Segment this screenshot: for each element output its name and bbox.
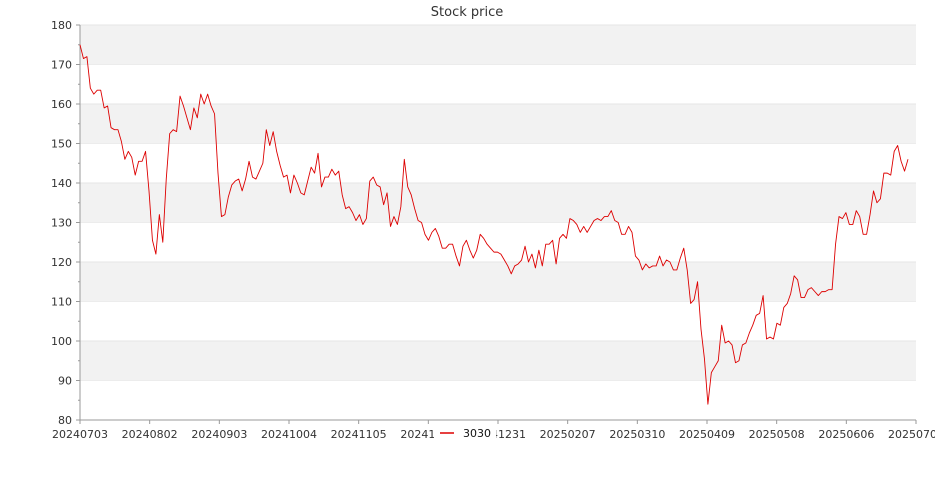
x-tick-label: 20240802	[122, 428, 178, 441]
x-tick-label: 20241004	[261, 428, 317, 441]
y-tick-label: 130	[51, 217, 72, 230]
grid-band	[80, 183, 916, 223]
x-tick-label: 20240903	[191, 428, 247, 441]
series-line-3030	[79, 44, 909, 405]
chart-title: Stock price	[431, 5, 503, 20]
grid-band	[80, 104, 916, 144]
x-tick-label: 20250310	[609, 428, 665, 441]
y-axis: 80 90 100 110 120 130 140 150 160 170 180	[51, 19, 81, 427]
grid-band	[80, 341, 916, 381]
legend: 3030	[434, 424, 496, 440]
y-tick-label: 150	[51, 138, 72, 151]
grid-bands	[80, 24, 916, 381]
grid-band	[80, 262, 916, 302]
x-tick-label: 20241105	[331, 428, 387, 441]
y-tick-label: 180	[51, 19, 72, 32]
legend-label: 3030	[463, 427, 491, 440]
legend-background	[434, 424, 496, 440]
x-tick-label: 20250508	[749, 428, 805, 441]
y-tick-label: 170	[51, 59, 72, 72]
y-tick-label: 140	[51, 177, 72, 190]
grid-band	[80, 25, 916, 65]
y-tick-label: 100	[51, 335, 72, 348]
x-tick-label: 20250606	[818, 428, 874, 441]
y-tick-label: 80	[58, 414, 72, 427]
y-tick-label: 120	[51, 256, 72, 269]
y-tick-label: 160	[51, 98, 72, 111]
y-tick-label: 110	[51, 296, 72, 309]
y-tick-label: 90	[58, 375, 72, 388]
x-tick-label: 20250207	[540, 428, 596, 441]
x-tick-label: 20240703	[52, 428, 108, 441]
series-layer	[79, 44, 909, 405]
x-tick-label: 20250409	[679, 428, 735, 441]
x-tick-label: 20250704	[888, 428, 935, 441]
